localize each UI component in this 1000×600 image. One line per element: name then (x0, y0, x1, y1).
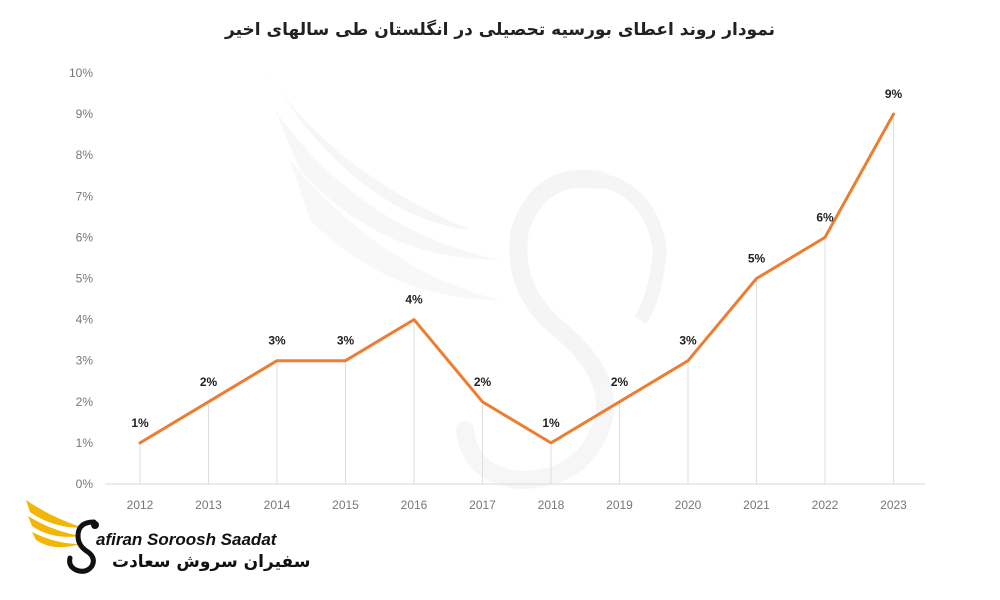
data-label: 6% (816, 210, 834, 224)
x-tick-label: 2013 (195, 498, 222, 512)
y-tick-label: 9% (76, 107, 94, 121)
y-tick-label: 5% (76, 272, 94, 286)
wing-logo-icon (26, 500, 99, 574)
x-tick-label: 2019 (606, 498, 633, 512)
series-line (138, 112, 895, 445)
x-tick-label: 2020 (675, 498, 702, 512)
y-tick-label: 8% (76, 148, 94, 162)
y-tick-label: 3% (76, 354, 94, 368)
x-tick-label: 2023 (880, 498, 907, 512)
data-label: 2% (200, 375, 218, 389)
data-label: 1% (542, 416, 560, 430)
brand-logo: afiran Soroosh Saadat سفیران سروش سعادت (22, 494, 310, 584)
data-label: 5% (748, 252, 766, 266)
x-tick-label: 2015 (332, 498, 359, 512)
logo-text-en: afiran Soroosh Saadat (96, 530, 277, 549)
y-tick-label: 10% (69, 66, 93, 80)
x-tick-label: 2021 (743, 498, 770, 512)
y-tick-label: 4% (76, 313, 94, 327)
y-tick-label: 7% (76, 189, 94, 203)
data-label: 3% (337, 334, 355, 348)
data-label: 3% (268, 334, 286, 348)
logo-text-fa: سفیران سروش سعادت (112, 552, 311, 572)
watermark-logo-icon (265, 70, 668, 490)
data-label: 2% (474, 375, 492, 389)
chart-title: نمودار روند اعطای بورسیه تحصیلی در انگلس… (225, 20, 775, 40)
x-tick-label: 2017 (469, 498, 496, 512)
x-tick-label: 2018 (538, 498, 565, 512)
y-tick-label: 0% (76, 477, 94, 491)
y-tick-label: 2% (76, 395, 94, 409)
x-tick-label: 2016 (401, 498, 428, 512)
data-label: 2% (611, 375, 629, 389)
data-label: 4% (405, 293, 423, 307)
y-tick-label: 6% (76, 230, 94, 244)
x-tick-label: 2022 (812, 498, 839, 512)
x-tick-label: 2014 (264, 498, 291, 512)
data-label: 3% (679, 334, 697, 348)
data-label: 9% (885, 87, 903, 101)
x-tick-label: 2012 (127, 498, 154, 512)
y-tick-label: 1% (76, 436, 94, 450)
data-label: 1% (131, 416, 149, 430)
